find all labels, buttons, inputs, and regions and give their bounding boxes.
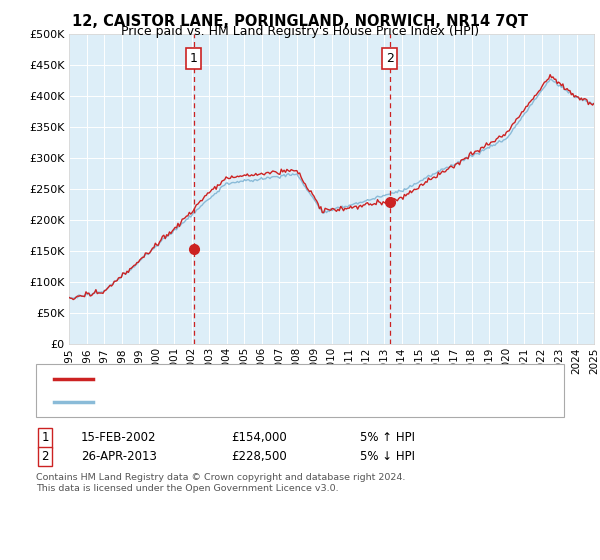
Text: HPI: Average price, detached house, South Norfolk: HPI: Average price, detached house, Sout…: [99, 397, 376, 407]
Text: £228,500: £228,500: [231, 450, 287, 463]
Text: 26-APR-2013: 26-APR-2013: [81, 450, 157, 463]
Text: 12, CAISTOR LANE, PORINGLAND, NORWICH, NR14 7QT (detached house): 12, CAISTOR LANE, PORINGLAND, NORWICH, N…: [99, 374, 503, 384]
Text: Contains HM Land Registry data © Crown copyright and database right 2024.
This d: Contains HM Land Registry data © Crown c…: [36, 473, 406, 493]
Text: £154,000: £154,000: [231, 431, 287, 445]
Text: 5% ↑ HPI: 5% ↑ HPI: [360, 431, 415, 445]
Text: 2: 2: [41, 450, 49, 463]
Text: 2: 2: [386, 52, 394, 65]
Text: 1: 1: [41, 431, 49, 445]
Text: 15-FEB-2002: 15-FEB-2002: [81, 431, 157, 445]
Text: 1: 1: [190, 52, 197, 65]
Text: 12, CAISTOR LANE, PORINGLAND, NORWICH, NR14 7QT: 12, CAISTOR LANE, PORINGLAND, NORWICH, N…: [72, 14, 528, 29]
Text: Price paid vs. HM Land Registry's House Price Index (HPI): Price paid vs. HM Land Registry's House …: [121, 25, 479, 38]
Text: 5% ↓ HPI: 5% ↓ HPI: [360, 450, 415, 463]
